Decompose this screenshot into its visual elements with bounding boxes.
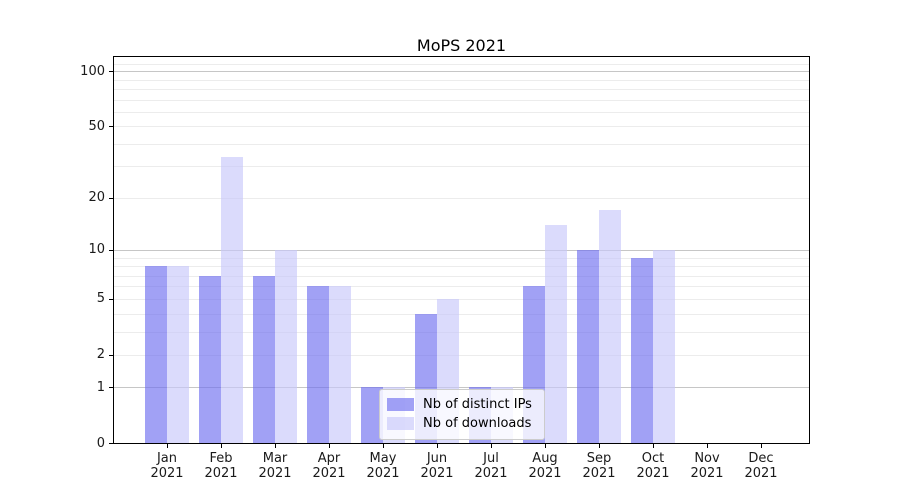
legend-swatch-distinct-ips <box>387 398 414 411</box>
y-tick-label: 5 <box>96 291 105 307</box>
gridline-minor <box>113 111 810 113</box>
x-tick-label: Jun 2021 <box>420 451 454 481</box>
gridline-minor <box>113 166 810 168</box>
gridline-minor <box>113 275 810 277</box>
bar-distinct-ips <box>145 266 167 444</box>
bar-downloads <box>545 224 567 444</box>
gridline-minor <box>113 63 810 65</box>
gridline-minor <box>113 197 810 199</box>
legend-label-downloads: Nb of downloads <box>423 416 532 431</box>
bar-downloads <box>221 156 243 444</box>
bar-distinct-ips <box>361 387 383 444</box>
gridline-minor <box>113 298 810 300</box>
y-tick-mark <box>109 197 113 199</box>
y-tick-label: 2 <box>96 347 105 363</box>
gridline-minor <box>113 143 810 145</box>
y-tick-mark <box>109 126 113 128</box>
y-tick-mark <box>109 387 113 389</box>
gridline-minor <box>113 99 810 101</box>
plot-area <box>113 56 810 444</box>
spine-right <box>809 56 810 444</box>
y-tick-label: 20 <box>88 190 105 206</box>
y-tick-label: 50 <box>88 118 105 134</box>
x-tick-label: Aug 2021 <box>528 451 562 481</box>
bar-downloads <box>275 249 297 444</box>
gridline-minor <box>113 266 810 268</box>
legend-label-distinct-ips: Nb of distinct IPs <box>423 397 532 412</box>
legend-swatch-downloads <box>387 417 414 430</box>
x-tick-mark <box>599 444 600 448</box>
spine-left <box>113 56 114 444</box>
x-tick-mark <box>707 444 708 448</box>
gridline-minor <box>113 354 810 356</box>
gridline-major <box>113 71 810 73</box>
legend: Nb of distinct IPs Nb of downloads <box>379 389 545 440</box>
legend-item-downloads: Nb of downloads <box>387 414 537 433</box>
spine-top <box>113 56 810 57</box>
x-tick-mark <box>329 444 330 448</box>
y-tick-label: 1 <box>96 379 105 395</box>
x-tick-label: Dec 2021 <box>744 451 778 481</box>
x-tick-mark <box>491 444 492 448</box>
y-tick-mark <box>109 298 113 300</box>
chart-title: MoPS 2021 <box>416 36 507 55</box>
x-tick-label: Jul 2021 <box>474 451 508 481</box>
gridline-minor <box>113 89 810 91</box>
x-tick-mark <box>545 444 546 448</box>
gridline-minor <box>113 286 810 288</box>
x-tick-mark <box>275 444 276 448</box>
x-tick-mark <box>221 444 222 448</box>
bar-downloads <box>167 266 189 444</box>
y-tick-mark <box>109 71 113 73</box>
y-tick-label: 0 <box>96 435 105 451</box>
gridline-major <box>113 249 810 251</box>
bar-distinct-ips <box>631 257 653 444</box>
legend-item-distinct-ips: Nb of distinct IPs <box>387 395 537 414</box>
y-tick-label: 100 <box>80 63 105 79</box>
gridline-minor <box>113 126 810 128</box>
bar-downloads <box>329 286 351 444</box>
gridline-minor <box>113 331 810 333</box>
spine-bottom <box>113 443 810 445</box>
y-tick-mark <box>109 354 113 356</box>
gridline-minor <box>113 313 810 315</box>
x-tick-label: May 2021 <box>366 451 400 481</box>
bar-downloads <box>653 249 675 444</box>
x-tick-mark <box>437 444 438 448</box>
y-tick-label: 10 <box>88 242 105 258</box>
bar-distinct-ips <box>577 249 599 444</box>
x-tick-mark <box>761 444 762 448</box>
x-tick-label: Jan 2021 <box>150 451 184 481</box>
y-tick-mark <box>109 249 113 251</box>
gridline-minor <box>113 257 810 259</box>
bar-downloads <box>599 210 621 444</box>
x-tick-label: Mar 2021 <box>258 451 292 481</box>
x-tick-mark <box>653 444 654 448</box>
x-tick-mark <box>383 444 384 448</box>
x-tick-label: Sep 2021 <box>582 451 616 481</box>
bar-distinct-ips <box>307 286 329 444</box>
x-tick-mark <box>167 444 168 448</box>
bar-distinct-ips <box>199 275 221 444</box>
gridline-major <box>113 387 810 389</box>
x-tick-label: Oct 2021 <box>636 451 670 481</box>
x-tick-label: Nov 2021 <box>690 451 724 481</box>
gridline-minor <box>113 79 810 81</box>
bar-distinct-ips <box>253 275 275 444</box>
x-tick-label: Feb 2021 <box>204 451 238 481</box>
x-tick-label: Apr 2021 <box>312 451 346 481</box>
y-tick-mark <box>109 443 113 445</box>
